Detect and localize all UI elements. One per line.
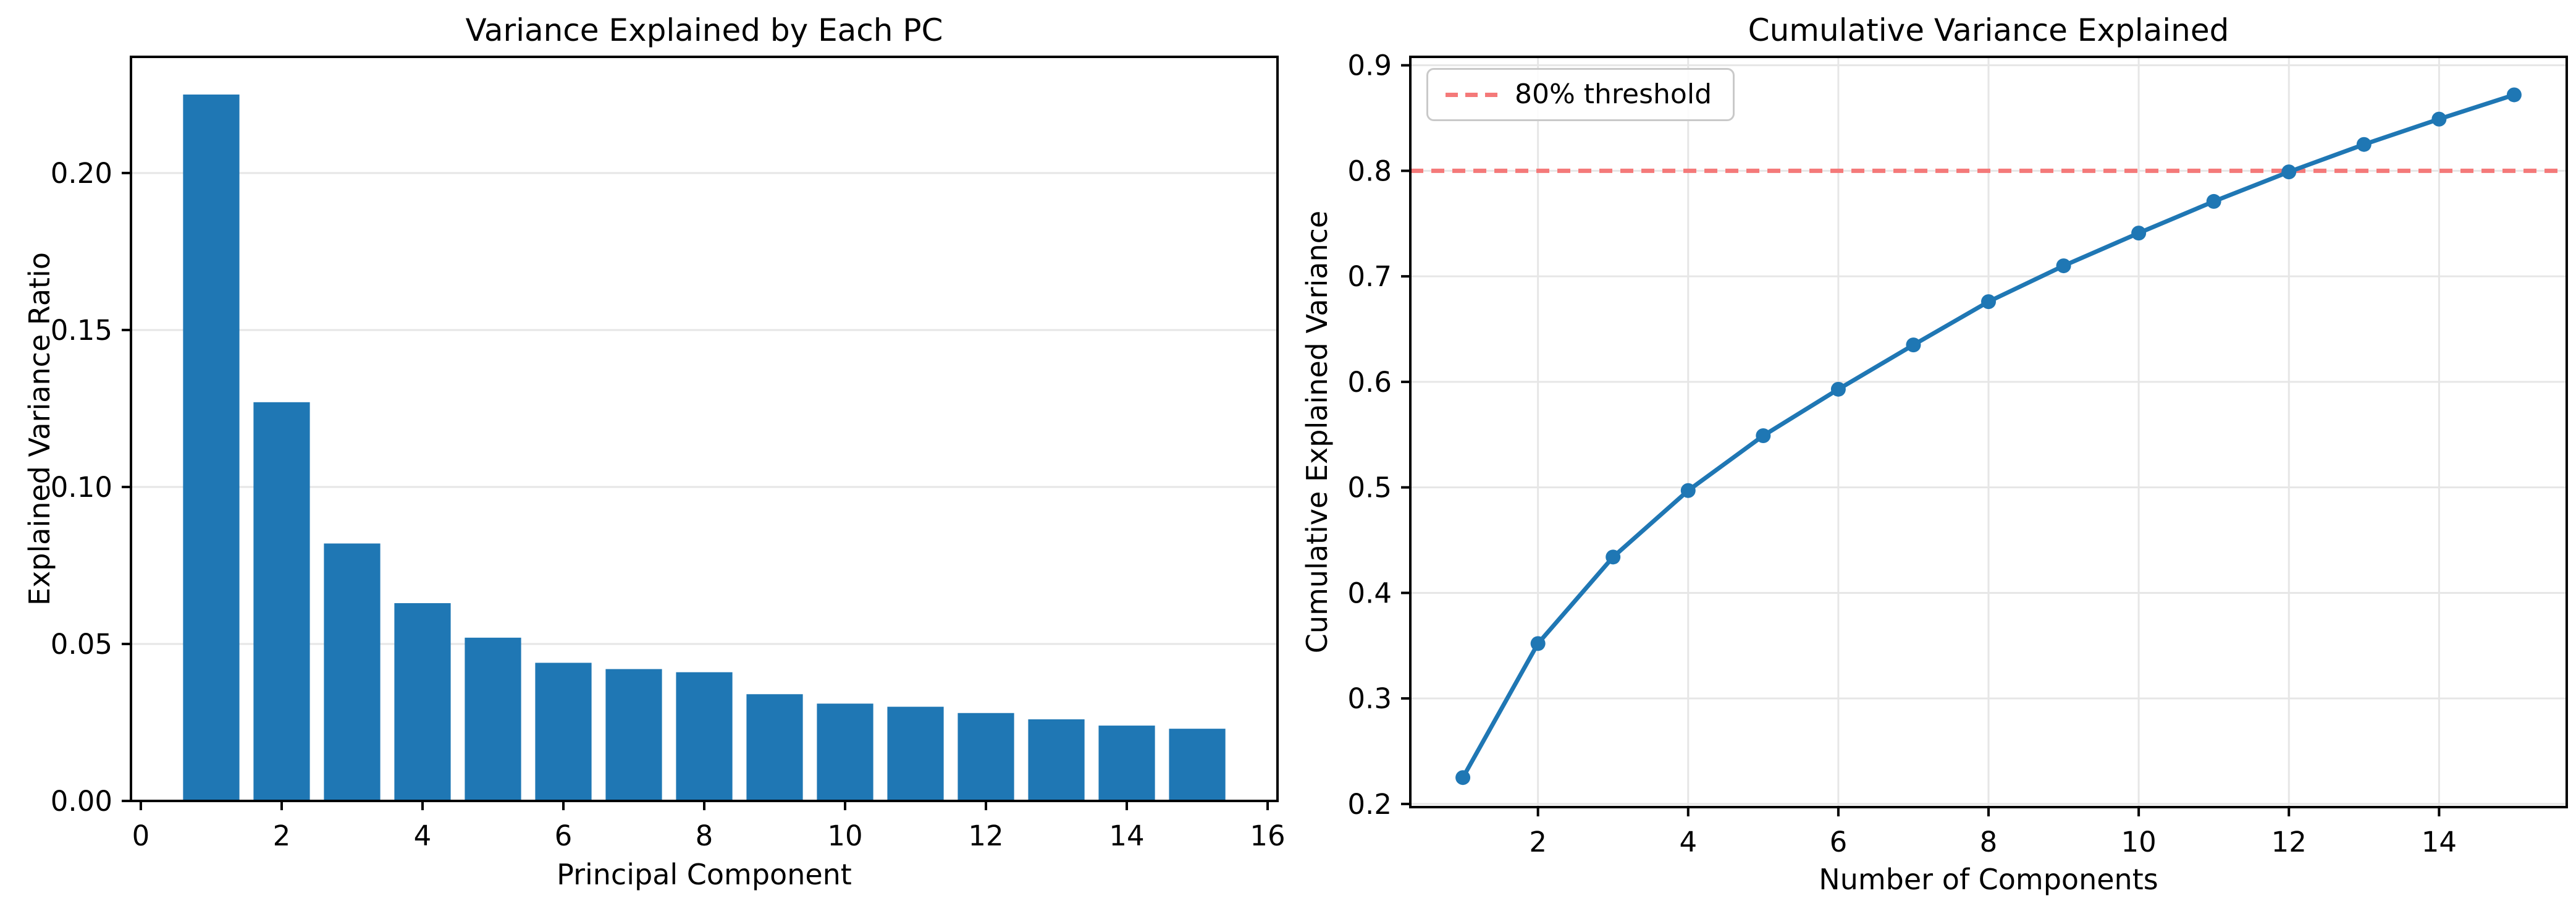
y-tick-label: 0.7 <box>1347 260 1392 293</box>
left-y-axis-label: Explained Variance Ratio <box>23 252 56 606</box>
bar <box>746 694 803 801</box>
bar <box>958 713 1014 801</box>
left-plot-area: 0 2 4 6 8 10 12 14 16 0.00 0.05 0.10 0.15 0.20 <box>51 56 1286 852</box>
data-point <box>2056 258 2071 274</box>
x-tick-label: 12 <box>2271 826 2307 858</box>
data-point <box>2281 164 2297 180</box>
legend-dashed-line-sample <box>1446 92 1497 97</box>
bar <box>1098 726 1155 801</box>
y-tick-label: 0.20 <box>51 157 112 190</box>
x-tick-label: 2 <box>273 819 291 852</box>
x-tick-label: 4 <box>414 819 432 852</box>
bar <box>253 402 310 801</box>
data-point <box>2356 137 2372 152</box>
x-tick-label: 16 <box>1250 819 1285 852</box>
x-tick-label: 6 <box>555 819 573 852</box>
data-point <box>1830 381 1846 397</box>
data-point <box>1756 428 1771 443</box>
y-tick-label: 0.10 <box>51 471 112 504</box>
x-tick-label: 2 <box>1529 826 1547 858</box>
bar <box>465 637 521 801</box>
data-point <box>2431 111 2447 127</box>
y-tick-label: 0.05 <box>51 628 112 661</box>
y-tick-label: 0.9 <box>1347 49 1392 82</box>
data-point <box>2131 226 2147 241</box>
data-point <box>1906 337 1921 353</box>
x-tick-label: 10 <box>827 819 862 852</box>
x-tick-label: 14 <box>1109 819 1144 852</box>
x-tick-label: 8 <box>696 819 713 852</box>
x-tick-label: 6 <box>1830 826 1848 858</box>
y-tick-label: 0.8 <box>1347 155 1392 187</box>
bar <box>1028 719 1085 801</box>
right-x-axis-label: Number of Components <box>1819 863 2158 896</box>
y-tick-label: 0.00 <box>51 785 112 818</box>
left-x-axis-label: Principal Component <box>557 858 852 891</box>
right-y-axis-label: Cumulative Explained Variance <box>1300 210 1334 654</box>
data-point <box>1680 483 1696 498</box>
y-tick-label: 0.6 <box>1347 366 1392 399</box>
data-point <box>2206 193 2221 209</box>
y-tick-label: 0.15 <box>51 314 112 347</box>
bar <box>394 603 451 801</box>
right-chart-title: Cumulative Variance Explained <box>1748 12 2229 48</box>
x-tick-label: 12 <box>968 819 1003 852</box>
y-tick-label: 0.5 <box>1347 472 1392 504</box>
data-point <box>2506 87 2522 103</box>
x-tick-label: 10 <box>2121 826 2156 858</box>
data-point <box>1530 636 1546 651</box>
bar <box>605 669 662 801</box>
data-point <box>1606 549 1621 565</box>
y-tick-label: 0.3 <box>1347 682 1392 715</box>
bar <box>887 706 944 801</box>
x-tick-label: 14 <box>2422 826 2457 858</box>
x-tick-label: 0 <box>132 819 150 852</box>
bar <box>324 543 381 801</box>
x-tick-label: 8 <box>1980 826 1998 858</box>
bar <box>1169 729 1226 801</box>
legend-entry-label: 80% threshold <box>1515 78 1712 110</box>
bar <box>183 94 240 801</box>
x-tick-label: 4 <box>1679 826 1697 858</box>
bar <box>817 703 873 801</box>
left-chart-title: Variance Explained by Each PC <box>465 12 943 48</box>
y-tick-label: 0.4 <box>1347 577 1392 609</box>
data-point <box>1981 294 1996 310</box>
bar <box>676 672 733 801</box>
data-point <box>1455 770 1471 785</box>
legend: 80% threshold <box>1426 68 1735 121</box>
bar <box>535 663 592 801</box>
y-tick-label: 0.2 <box>1347 788 1392 821</box>
right-plot-area: 2 4 6 8 10 12 14 0.2 0.3 0.4 0.5 0.6 0.7 0.8 0.9 <box>1347 49 2568 858</box>
